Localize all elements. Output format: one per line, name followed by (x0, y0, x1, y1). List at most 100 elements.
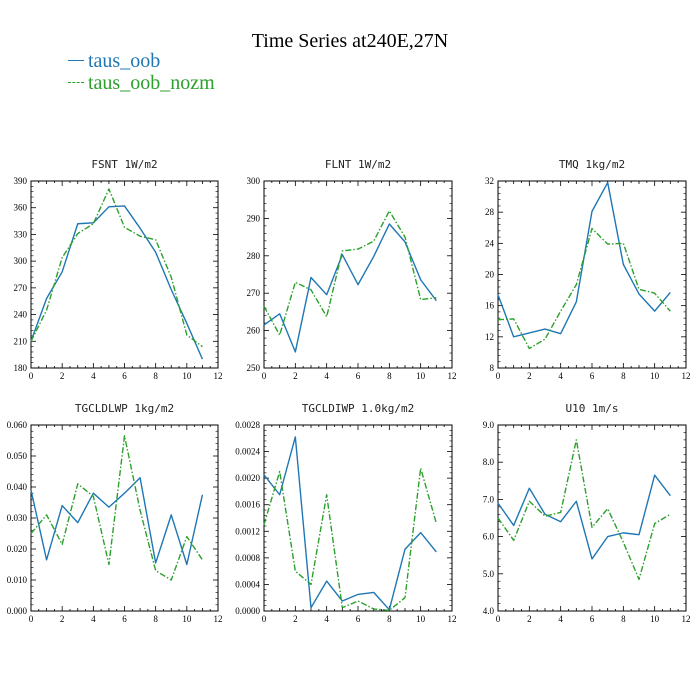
x-tick-label: 0 (29, 371, 34, 381)
x-tick-label: 4 (91, 614, 96, 624)
chart-title: U10 1m/s (566, 402, 619, 415)
y-tick-label: 0.0000 (235, 606, 260, 616)
y-tick-label: 330 (14, 229, 28, 239)
chart-panel-0: FSNT 1W/m2 0 2 4 6 8 10 12 180 210 240 270 300 330 360… (14, 158, 223, 381)
y-tick-label: 8.0 (483, 457, 495, 467)
legend-item-taus-oob-nozm: taus_oob_nozm (68, 72, 215, 95)
y-tick-label: 390 (14, 176, 28, 186)
y-tick-label: 20 (485, 270, 495, 280)
plot-frame (263, 424, 453, 612)
legend-label: taus_oob_nozm (88, 72, 215, 94)
x-tick-label: 8 (387, 371, 392, 381)
x-tick-label: 2 (60, 614, 65, 624)
chart-panel-4: TGCLDIWP 1.0kg/m2 0 2 4 6 8 10 12 0.0000 0.0004 0.… (235, 402, 456, 624)
y-tick-label: 8 (490, 363, 495, 373)
x-tick-label: 8 (387, 614, 392, 624)
y-tick-label: 0.0020 (235, 473, 260, 483)
series-line-taus-oob (30, 477, 204, 566)
x-tick-label: 12 (448, 614, 457, 624)
x-tick-label: 10 (416, 614, 426, 624)
x-tick-label: 10 (416, 371, 426, 381)
y-tick-label: 28 (485, 207, 495, 217)
y-tick-label: 240 (14, 310, 28, 320)
plot-frame (30, 180, 219, 369)
y-tick-label: 0.030 (7, 513, 28, 523)
x-tick-label: 10 (182, 614, 192, 624)
y-tick-label: 4.0 (483, 606, 495, 616)
x-tick-label: 4 (324, 614, 329, 624)
series-line-taus-oob (263, 436, 437, 611)
y-tick-label: 0.0024 (235, 447, 260, 457)
y-tick-label: 12 (485, 332, 494, 342)
series-line-taus-oob-nozm (263, 467, 438, 612)
y-tick-label: 270 (14, 283, 28, 293)
y-tick-label: 290 (247, 213, 261, 223)
legend-swatch (68, 59, 84, 61)
x-tick-label: 2 (527, 371, 532, 381)
x-tick-label: 12 (214, 614, 223, 624)
y-tick-label: 7.0 (483, 494, 495, 504)
series-line-taus-oob (30, 205, 204, 360)
x-tick-label: 2 (527, 614, 532, 624)
y-tick-label: 0.020 (7, 544, 28, 554)
x-tick-label: 4 (91, 371, 96, 381)
x-tick-label: 10 (182, 371, 192, 381)
legend-label: taus_oob (88, 50, 161, 72)
x-tick-label: 10 (650, 614, 660, 624)
y-tick-label: 180 (14, 363, 28, 373)
y-tick-label: 0.0004 (235, 579, 260, 589)
y-tick-label: 0.040 (7, 482, 28, 492)
y-tick-label: 360 (14, 203, 28, 213)
y-tick-label: 210 (14, 336, 28, 346)
x-tick-label: 12 (214, 371, 223, 381)
chart-panel-1: FLNT 1W/m2 0 2 4 6 8 10 12 250 260 270 280 290 300 (247, 158, 457, 381)
y-tick-label: 0.060 (7, 420, 28, 430)
x-tick-label: 4 (558, 614, 563, 624)
y-tick-label: 0.000 (7, 606, 28, 616)
series-line-taus-oob-nozm (497, 227, 671, 350)
x-tick-label: 6 (122, 371, 127, 381)
chart-title: TGCLDLWP 1kg/m2 (75, 402, 174, 415)
x-tick-label: 10 (650, 371, 660, 381)
x-tick-label: 0 (496, 614, 501, 624)
chart-title: FLNT 1W/m2 (325, 158, 391, 171)
y-tick-label: 0.050 (7, 451, 28, 461)
x-tick-label: 2 (60, 371, 65, 381)
plot-frame (263, 180, 453, 369)
y-tick-label: 260 (247, 326, 261, 336)
series-line-taus-oob-nozm (263, 210, 437, 336)
y-tick-label: 16 (485, 301, 495, 311)
y-tick-label: 0.0008 (235, 553, 260, 563)
y-tick-label: 300 (14, 256, 28, 266)
y-tick-label: 0.0028 (235, 420, 260, 430)
x-tick-label: 4 (558, 371, 563, 381)
x-tick-label: 0 (262, 614, 267, 624)
x-tick-label: 0 (29, 614, 34, 624)
series-line-taus-oob-nozm (30, 435, 204, 581)
x-tick-label: 0 (262, 371, 267, 381)
y-tick-label: 32 (485, 176, 494, 186)
x-tick-label: 6 (356, 371, 361, 381)
y-tick-label: 24 (485, 238, 495, 248)
series-line-taus-oob (497, 181, 671, 338)
y-tick-label: 0.0016 (235, 500, 260, 510)
y-tick-label: 270 (247, 288, 261, 298)
legend-swatch (68, 81, 84, 83)
y-tick-label: 0.010 (7, 575, 28, 585)
y-tick-label: 280 (247, 251, 261, 261)
x-tick-label: 12 (682, 614, 691, 624)
plot-frame (497, 180, 687, 369)
y-tick-label: 0.0012 (235, 526, 260, 536)
series-line-taus-oob-nozm (30, 188, 203, 348)
chart-title: TMQ 1kg/m2 (559, 158, 625, 171)
plot-frame (497, 424, 687, 612)
series-line-taus-oob (497, 474, 671, 560)
x-tick-label: 6 (122, 614, 127, 624)
y-tick-label: 300 (247, 176, 261, 186)
chart-panel-5: U10 1m/s 0 2 4 6 8 10 12 4.0 5.0 6.0 7.0 8.0 9.0 (483, 402, 691, 624)
x-tick-label: 2 (293, 614, 298, 624)
x-tick-label: 4 (324, 371, 329, 381)
x-tick-label: 12 (448, 371, 457, 381)
series-line-taus-oob-nozm (497, 439, 671, 581)
